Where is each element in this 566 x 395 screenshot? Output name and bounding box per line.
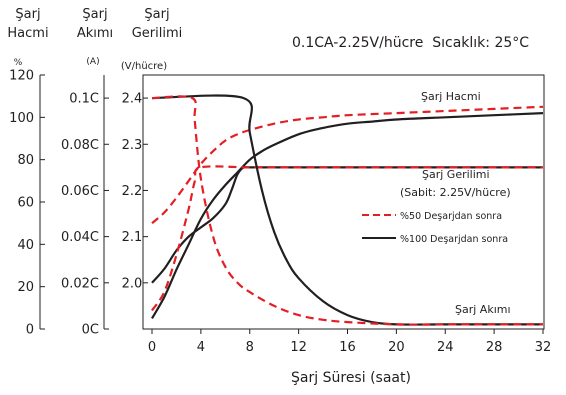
current-tick-label: 0C	[82, 323, 99, 338]
x-axis-label: Şarj Süresi (saat)	[291, 370, 411, 386]
legend: %50 Deşarjdan sonra %100 Deşarjdan sonra	[362, 211, 508, 245]
series--100	[151, 112, 544, 319]
voltage-tick-label: 2.3	[122, 138, 143, 153]
capacity-tick-label: 20	[17, 280, 34, 295]
voltage-curve-label: Şarj Gerilimi	[422, 168, 490, 181]
current-curve-label: Şarj Akımı	[455, 303, 511, 316]
current-tick-label: 0.06C	[61, 184, 99, 199]
capacity-tick-label: 0	[26, 323, 34, 338]
current-axis-header-1: Şarj	[82, 7, 107, 22]
current-axis-header-2: Akımı	[77, 26, 113, 41]
voltage-axis-header-1: Şarj	[144, 7, 169, 22]
x-tick-label: 16	[339, 340, 356, 355]
capacity-tick-label: 40	[17, 238, 34, 253]
tick-marks	[40, 74, 544, 334]
voltage-tick-label: 2.4	[122, 92, 143, 107]
x-tick-label: 20	[388, 340, 405, 355]
x-tick-label: 12	[290, 340, 307, 355]
current-tick-label: 0.04C	[61, 230, 99, 245]
x-tick-label: 24	[437, 340, 454, 355]
capacity-tick-label: 120	[9, 69, 34, 84]
voltage-axis-header-2: Gerilimi	[132, 26, 183, 41]
chart-title: 0.1CA-2.25V/hücre Sıcaklık: 25°C	[292, 35, 529, 51]
capacity-tick-label: 60	[17, 196, 34, 211]
current-axis-unit: (A)	[86, 57, 99, 67]
capacity-tick-label: 80	[17, 153, 34, 168]
capacity-axis-header-1: Şarj	[15, 7, 40, 22]
x-tick-label: 32	[535, 340, 552, 355]
x-tick-label: 8	[246, 340, 254, 355]
tick-labels: 0 4 8 12 16 20 24 28 32 0 20 40 60 80 100 120 0C 0.02C 0.0…	[9, 69, 551, 356]
voltage-tick-label: 2.1	[122, 230, 143, 245]
capacity-axis-header-2: Hacmi	[7, 26, 48, 41]
legend-label-100: %100 Deşarjdan sonra	[400, 234, 508, 245]
voltage-axis-unit: (V/hücre)	[121, 61, 167, 72]
capacity-curve-label: Şarj Hacmi	[421, 90, 481, 103]
x-tick-label: 0	[148, 340, 156, 355]
current-tick-label: 0.02C	[61, 276, 99, 291]
data-series	[151, 94, 544, 326]
current-tick-label: 0.1C	[69, 92, 99, 107]
voltage-curve-note: (Sabit: 2.25V/hücre)	[400, 186, 511, 199]
voltage-tick-label: 2.2	[122, 184, 143, 199]
plot-frame	[142, 74, 545, 330]
capacity-axis-unit: %	[14, 58, 23, 68]
series-a-50	[151, 95, 543, 326]
voltage-tick-label: 2.0	[122, 276, 143, 291]
x-tick-label: 28	[486, 340, 503, 355]
legend-label-50: %50 Deşarjdan sonra	[400, 211, 502, 222]
current-tick-label: 0.08C	[61, 138, 99, 153]
capacity-tick-label: 100	[9, 111, 34, 126]
x-tick-label: 4	[197, 340, 205, 355]
